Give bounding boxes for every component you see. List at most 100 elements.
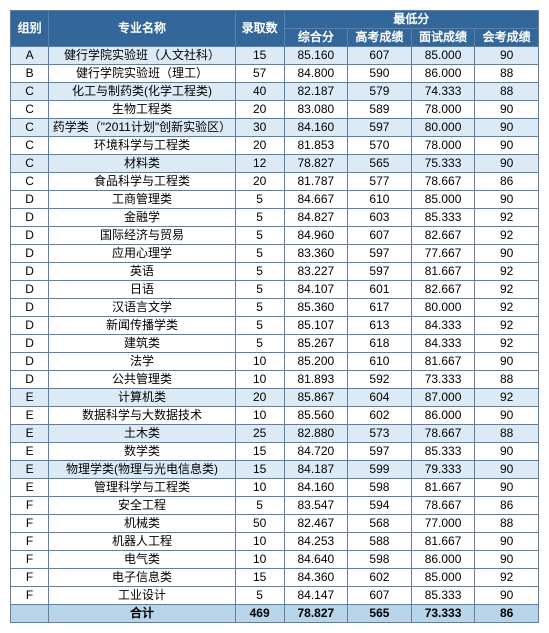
cell-s1: 83.227 <box>284 263 348 281</box>
cell-c: 15 <box>235 461 284 479</box>
cell-s1: 85.360 <box>284 299 348 317</box>
cell-s3: 80.000 <box>411 119 475 137</box>
cell-n: 金融学 <box>49 209 236 227</box>
cell-n: 国际经济与贸易 <box>49 227 236 245</box>
cell-s2: 604 <box>348 389 412 407</box>
cell-c: 10 <box>235 479 284 497</box>
cell-s2: 602 <box>348 569 412 587</box>
cell-s3: 80.000 <box>411 299 475 317</box>
cell-s2: 570 <box>348 137 412 155</box>
cell-c: 5 <box>235 335 284 353</box>
cell-s4: 92 <box>475 263 539 281</box>
cell-s2: 573 <box>348 425 412 443</box>
cell-n: 食品科学与工程类 <box>49 173 236 191</box>
table-row: D金融学584.82760385.33392 <box>11 209 539 227</box>
table-row: E物理学类(物理与光电信息类)1584.18759979.33390 <box>11 461 539 479</box>
cell-s2: 597 <box>348 119 412 137</box>
cell-g: D <box>11 353 49 371</box>
cell-s1: 85.267 <box>284 335 348 353</box>
cell-n: 安全工程 <box>49 497 236 515</box>
cell-c: 30 <box>235 119 284 137</box>
cell-s1: 82.880 <box>284 425 348 443</box>
cell-g: D <box>11 371 49 389</box>
cell-s4: 90 <box>475 407 539 425</box>
cell-s3: 85.000 <box>411 191 475 209</box>
cell-s2: 579 <box>348 83 412 101</box>
table-row: D法学1085.20061081.66790 <box>11 353 539 371</box>
cell-c: 15 <box>235 443 284 461</box>
cell-g <box>11 605 49 623</box>
cell-g: C <box>11 83 49 101</box>
cell-c: 57 <box>235 65 284 83</box>
cell-s1: 83.360 <box>284 245 348 263</box>
cell-s4: 92 <box>475 209 539 227</box>
cell-s1: 84.147 <box>284 587 348 605</box>
cell-s3: 77.667 <box>411 245 475 263</box>
cell-s3: 85.333 <box>411 443 475 461</box>
cell-s2: 599 <box>348 461 412 479</box>
cell-n: 环境科学与工程类 <box>49 137 236 155</box>
cell-s4: 90 <box>475 551 539 569</box>
table-row: E管理科学与工程类1084.16059881.66790 <box>11 479 539 497</box>
cell-c: 20 <box>235 173 284 191</box>
cell-n: 英语 <box>49 263 236 281</box>
cell-n: 计算机类 <box>49 389 236 407</box>
cell-n: 机器人工程 <box>49 533 236 551</box>
cell-s4: 86 <box>475 497 539 515</box>
cell-n: 药学类（"2011计划"创新实验区） <box>49 119 236 137</box>
table-row: C环境科学与工程类2081.85357078.00090 <box>11 137 539 155</box>
cell-n: 材料类 <box>49 155 236 173</box>
cell-s2: 610 <box>348 353 412 371</box>
cell-c: 5 <box>235 245 284 263</box>
cell-g: C <box>11 137 49 155</box>
cell-n: 工商管理类 <box>49 191 236 209</box>
table-row: F机械类5082.46756877.00088 <box>11 515 539 533</box>
cell-c: 20 <box>235 137 284 155</box>
cell-s2: 607 <box>348 587 412 605</box>
cell-g: E <box>11 461 49 479</box>
cell-g: C <box>11 155 49 173</box>
cell-s4: 90 <box>475 191 539 209</box>
cell-c: 5 <box>235 263 284 281</box>
cell-g: E <box>11 425 49 443</box>
cell-g: D <box>11 299 49 317</box>
table-row: D工商管理类584.66761085.00090 <box>11 191 539 209</box>
cell-s3: 78.667 <box>411 173 475 191</box>
cell-s2: 590 <box>348 65 412 83</box>
table-row: C材料类1278.82756575.33390 <box>11 155 539 173</box>
cell-s1: 84.107 <box>284 281 348 299</box>
cell-n: 土木类 <box>49 425 236 443</box>
header-minscore: 最低分 <box>284 11 538 29</box>
cell-n: 建筑类 <box>49 335 236 353</box>
cell-g: D <box>11 317 49 335</box>
cell-s2: 607 <box>348 47 412 65</box>
cell-s2: 602 <box>348 407 412 425</box>
cell-s1: 84.160 <box>284 119 348 137</box>
cell-n: 日语 <box>49 281 236 299</box>
cell-s3: 79.333 <box>411 461 475 479</box>
cell-s1: 81.853 <box>284 137 348 155</box>
cell-s1: 78.827 <box>284 155 348 173</box>
cell-s1: 81.893 <box>284 371 348 389</box>
cell-s1: 85.107 <box>284 317 348 335</box>
table-row: B健行学院实验班（理工）5784.80059086.00088 <box>11 65 539 83</box>
cell-s3: 81.667 <box>411 353 475 371</box>
cell-g: F <box>11 533 49 551</box>
cell-s1: 84.160 <box>284 479 348 497</box>
cell-g: F <box>11 587 49 605</box>
cell-n: 电子信息类 <box>49 569 236 587</box>
cell-s1: 82.187 <box>284 83 348 101</box>
cell-s1: 84.960 <box>284 227 348 245</box>
cell-s4: 90 <box>475 533 539 551</box>
cell-g: F <box>11 551 49 569</box>
cell-s4: 90 <box>475 443 539 461</box>
cell-n: 电气类 <box>49 551 236 569</box>
table-row: F机器人工程1084.25358881.66790 <box>11 533 539 551</box>
header-hk: 会考成绩 <box>475 29 539 47</box>
cell-s2: 618 <box>348 335 412 353</box>
cell-n: 工业设计 <box>49 587 236 605</box>
admissions-table: 组别 专业名称 录取数 最低分 综合分 高考成绩 面试成绩 会考成绩 A健行学院… <box>10 10 539 623</box>
header-name: 专业名称 <box>49 11 236 47</box>
cell-s4: 90 <box>475 155 539 173</box>
cell-s1: 83.547 <box>284 497 348 515</box>
